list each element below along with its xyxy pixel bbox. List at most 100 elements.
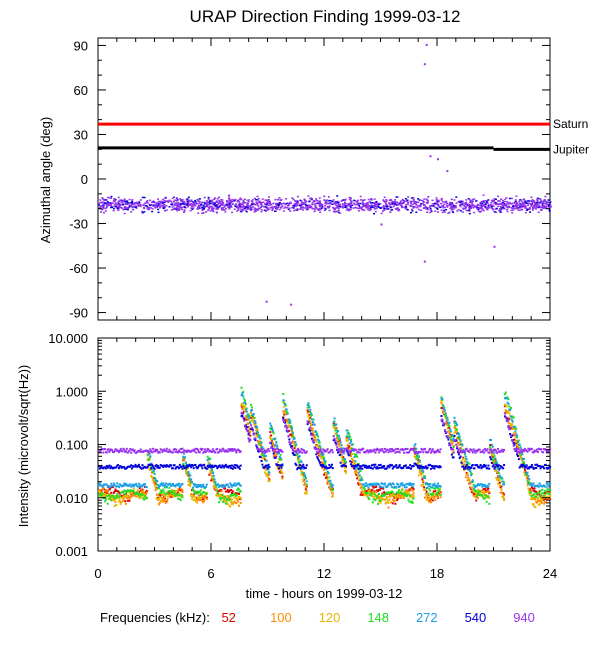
azimuth-point [210,205,213,208]
intensity-point [363,491,366,494]
azimuth-point [275,203,278,206]
intensity-point [256,426,259,429]
intensity-point [182,464,185,467]
azimuth-point [389,206,392,209]
intensity-point [540,500,543,503]
azimuth-point [247,199,250,201]
intensity-point [370,464,373,467]
azimuth-point [353,199,356,202]
intensity-point [121,496,124,499]
intensity-point [462,456,465,459]
intensity-point [464,476,467,479]
intensity-point [312,431,315,434]
azimuth-point [396,201,399,203]
intensity-point [244,408,247,411]
azimuth-point [315,202,318,205]
intensity-point [525,476,528,479]
azimuth-point [497,195,500,198]
azimuth-point [343,204,346,207]
intensity-point [493,452,496,455]
intensity-point [154,482,157,485]
intensity-point [503,497,506,500]
intensity-point [242,404,245,407]
azimuth-point [183,209,186,211]
azimuth-point [395,208,398,211]
intensity-point [413,444,416,447]
azimuth-point [209,202,212,205]
intensity-point [515,427,518,430]
intensity-point [143,498,146,501]
intensity-point [285,408,288,411]
azimuth-point [220,207,223,209]
azimuth-point [331,200,334,203]
intensity-point [245,410,248,413]
intensity-point [476,484,479,487]
intensity-point [420,473,423,476]
intensity-point [377,483,380,486]
intensity-point [331,484,334,487]
azimuth-point [508,206,511,209]
azimuth-point [190,203,193,205]
azimuth-point [275,202,278,205]
azimuth-point [267,204,270,206]
intensity-point [244,405,247,408]
azimuth-point [287,208,290,211]
azimuth-point [218,199,221,202]
intensity-point [195,466,198,469]
azimuth-point [192,207,195,209]
intensity-point [107,494,110,497]
intensity-point [261,463,264,466]
intensity-point [105,491,108,494]
intensity-point [130,464,133,467]
azimuth-point [411,203,414,206]
azimuth-outlier [423,260,426,263]
intensity-point [190,493,193,496]
azimuth-point [266,199,269,202]
azimuth-point [233,199,236,202]
intensity-point [521,459,524,462]
intensity-point [138,485,141,488]
intensity-point [514,435,517,438]
azimuth-point [213,202,216,205]
intensity-point [104,493,107,496]
azimuth-point [516,204,519,206]
azimuth-point [113,200,116,203]
intensity-point [439,466,442,469]
azimuth-point [142,203,145,206]
azimuth-point [279,206,282,209]
intensity-point [548,495,551,498]
azimuth-point [406,208,409,211]
azimuth-point [544,200,547,202]
intensity-point [224,499,227,502]
intensity-point [468,468,471,471]
azimuth-point [417,205,420,207]
intensity-point [462,458,465,461]
azimuth-point [304,201,307,204]
intensity-point [493,454,496,457]
intensity-point [164,496,167,499]
intensity-point [438,465,441,468]
intensity-point [516,445,519,448]
intensity-point [138,494,141,497]
intensity-point [151,465,154,468]
intensity-point [284,404,287,407]
intensity-point [323,457,326,460]
azimuth-point [332,199,335,201]
azimuth-point [447,212,450,214]
intensity-point [443,406,446,409]
intensity-point [308,419,311,422]
intensity-point [331,467,334,470]
intensity-point [208,461,211,464]
intensity-point [508,405,511,408]
azimuth-point [268,200,271,203]
intensity-point [130,495,133,498]
intensity-point [324,460,326,463]
azimuth-point [299,199,302,202]
azimuth-point [318,204,321,206]
intensity-point [265,464,268,467]
intensity-point [514,432,517,435]
azimuth-point [436,201,439,204]
intensity-point [367,496,370,499]
intensity-point [112,482,115,485]
intensity-point [210,470,213,473]
